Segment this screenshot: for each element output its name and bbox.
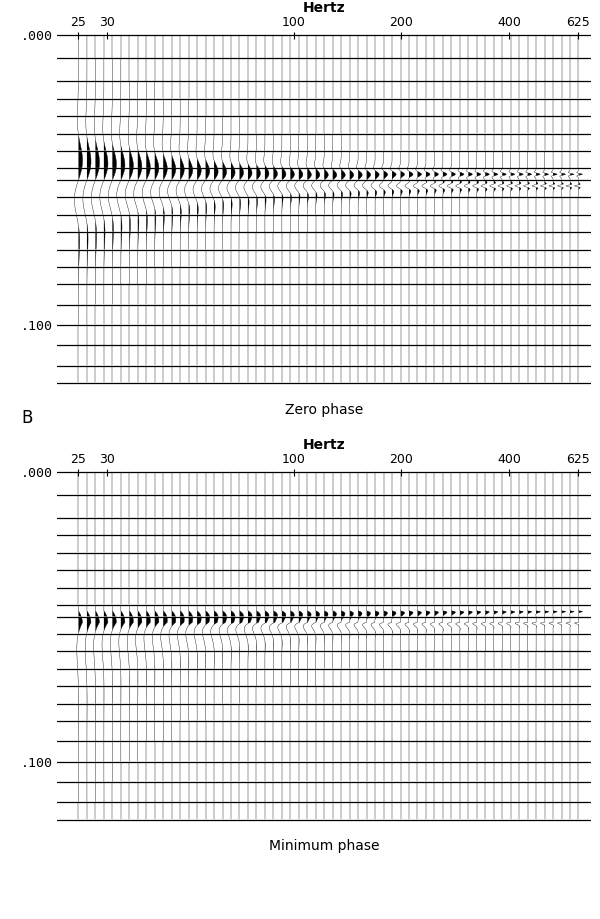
Text: Zero phase: Zero phase bbox=[285, 403, 363, 416]
X-axis label: Hertz: Hertz bbox=[302, 1, 346, 16]
Text: Minimum phase: Minimum phase bbox=[269, 839, 379, 853]
Text: B: B bbox=[21, 409, 32, 427]
X-axis label: Hertz: Hertz bbox=[302, 437, 346, 452]
